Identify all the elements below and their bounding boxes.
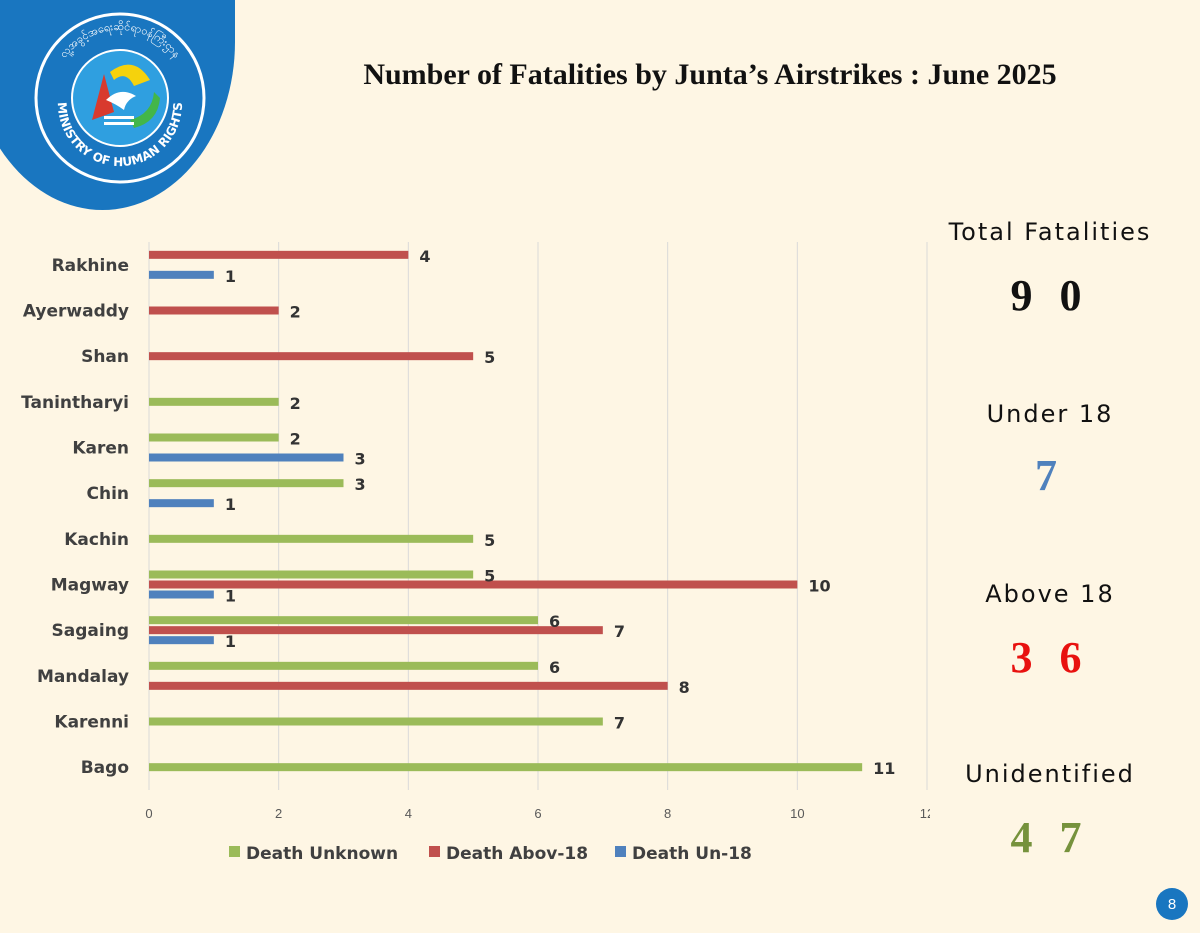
data-label: 11 [873,759,895,778]
bar [149,479,344,488]
stat-unidentified-label: Unidentified [965,760,1135,788]
x-tick-label: 2 [275,806,282,821]
data-label: 5 [484,567,495,586]
x-tick-label: 12 [920,806,930,821]
bar [149,717,603,726]
category-label: Magway [51,576,129,596]
category-label: Karen [72,439,129,459]
bar [149,433,279,442]
bar [149,453,344,462]
x-tick-label: 8 [664,806,671,821]
legend-label: Death Abov-18 [446,844,588,864]
stat-total-value: 9 0 [1010,271,1090,320]
category-label: Shan [81,347,129,367]
data-label: 5 [484,348,495,367]
data-label: 1 [225,587,236,606]
bar [149,636,214,645]
category-label: Bago [81,758,129,778]
x-tick-label: 6 [534,806,541,821]
data-label: 8 [679,678,690,697]
data-label: 2 [290,394,301,413]
stat-unidentified-value: 4 7 [1010,813,1090,862]
data-label: 6 [549,658,560,677]
data-label: 4 [419,247,430,266]
data-label: 3 [355,475,366,494]
data-label: 10 [808,577,830,596]
stat-under18-label: Under 18 [986,400,1114,428]
bar [149,661,538,670]
bar [149,626,603,635]
bar [149,397,279,406]
stat-under18-value: 7 [1035,451,1065,500]
bar [149,270,214,279]
bar [149,352,474,361]
stat-above18-value: 3 6 [1010,633,1090,682]
category-label: Tanintharyi [21,393,129,413]
legend-swatch [229,846,240,857]
bar-chart: 024681012RakhineAyerwaddyShanTanintharyi… [21,242,930,864]
category-label: Sagaing [52,621,129,641]
bar [149,306,279,315]
data-label: 2 [290,303,301,322]
category-label: Rakhine [52,256,129,276]
bar [149,681,668,690]
data-label: 6 [549,612,560,631]
ministry-logo: လူ့အခွင့်အရေးဆိုင်ရာဝန်ကြီးဌာန MINISTRY … [34,12,206,184]
data-label: 1 [225,495,236,514]
data-label: 7 [614,714,625,733]
bar [149,250,409,259]
bar [149,590,214,599]
legend-label: Death Unknown [246,844,398,864]
category-label: Kachin [64,530,129,550]
legend-swatch [615,846,626,857]
category-label: Ayerwaddy [23,302,129,322]
data-label: 3 [355,450,366,469]
bar [149,499,214,508]
category-label: Mandalay [37,667,129,687]
bar [149,616,538,625]
category-label: Chin [86,484,129,504]
bar [149,580,798,589]
bar [149,570,474,579]
legend-label: Death Un-18 [632,844,752,864]
stat-total-label: Total Fatalities [948,218,1152,246]
data-label: 7 [614,622,625,641]
x-tick-label: 10 [790,806,804,821]
data-label: 2 [290,430,301,449]
category-label: Karenni [54,713,129,733]
data-label: 1 [225,267,236,286]
page-number: 8 [1156,888,1188,920]
x-tick-label: 0 [145,806,152,821]
data-label: 1 [225,632,236,651]
x-tick-label: 4 [405,806,412,821]
bar [149,763,863,772]
chart-title: Number of Fatalities by Junta’s Airstrik… [363,58,1057,91]
bar [149,534,474,543]
data-label: 5 [484,531,495,550]
legend-swatch [429,846,440,857]
stat-above18-label: Above 18 [985,580,1115,608]
